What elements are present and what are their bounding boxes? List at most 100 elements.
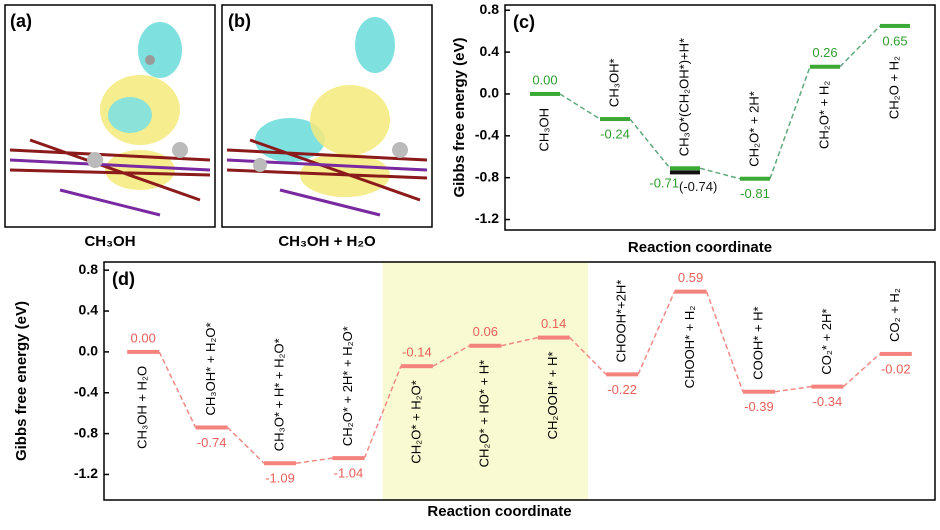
plot-frame (103, 261, 936, 501)
connector (774, 385, 812, 393)
atom (145, 55, 155, 65)
energy-level (264, 461, 297, 466)
energy-level (740, 176, 770, 181)
category-label: CH₂O* + 2H* + H₂O* (340, 326, 355, 446)
connector (637, 291, 676, 375)
connector (629, 118, 671, 169)
category-label: CO₂ + H₂ (887, 288, 902, 342)
energy-level (810, 64, 840, 69)
value-label: 0.00 (532, 72, 557, 87)
value-label: -0.02 (881, 361, 911, 376)
energy-level (670, 166, 700, 171)
value-label: -0.39 (744, 399, 774, 414)
energy-level (879, 351, 912, 356)
y-tick-label: 0.8 (480, 1, 500, 17)
y-tick-label: -0.4 (74, 383, 98, 399)
category-label: CH₃O* + H* + H₂O* (271, 338, 286, 451)
value-label: -0.24 (600, 127, 630, 142)
category-label: CH₂O* + HO* + H* (477, 360, 492, 468)
y-tick-label: 0.0 (79, 343, 99, 359)
density-blob (138, 22, 182, 78)
x-axis-title: Reaction coordinate (427, 503, 571, 520)
y-tick-label: -0.8 (74, 424, 98, 440)
lattice (9, 158, 211, 217)
alt-value-label: (-0.74) (679, 179, 717, 194)
connector (227, 426, 265, 464)
category-label: CH₂OOH* + H* (545, 352, 560, 440)
category-label: CH₂O* + H₂O* (408, 380, 423, 463)
connector (559, 93, 601, 120)
value-label: 0.65 (882, 33, 907, 48)
y-tick-label: 0.4 (79, 302, 99, 318)
atom (87, 152, 103, 168)
category-label: CHOOH*+2H* (614, 280, 629, 363)
category-label: CH₃OH* (606, 58, 621, 107)
panel-label: (d) (112, 269, 135, 289)
value-label: -0.81 (740, 186, 770, 201)
energy-level (880, 23, 910, 28)
lattice (9, 138, 211, 202)
y-axis-title: Gibbs free energy (eV) (13, 301, 30, 461)
connector (569, 337, 607, 375)
connector (769, 66, 811, 179)
panel-b: (b) CH₃OH + H₂O (221, 4, 433, 250)
density-blob (355, 17, 395, 73)
value-label: 0.06 (473, 324, 498, 339)
energy-level (195, 425, 228, 430)
energy-level (530, 91, 560, 96)
category-label: CH₂O + H₂ (886, 56, 901, 119)
connector (363, 365, 402, 459)
y-tick-label: -1.2 (475, 210, 499, 226)
atom (172, 142, 188, 158)
energy-level (742, 389, 775, 394)
value-label: -0.74 (197, 435, 227, 450)
energy-level-alt (670, 170, 700, 175)
value-label: -1.09 (265, 471, 295, 486)
connector (432, 345, 470, 367)
connector (839, 25, 881, 68)
category-label: COOH* + H* (750, 306, 765, 379)
density-blob (108, 97, 152, 133)
connector (842, 353, 881, 388)
energy-level (127, 349, 160, 354)
panel-caption: CH₃OH + H₂O (278, 233, 376, 250)
category-label: CH₃OH + H₂O (135, 366, 150, 449)
category-label: CH₂O* + H₂ (816, 81, 831, 149)
energy-level (606, 372, 639, 377)
category-label: CHOOH* + H₂ (682, 306, 697, 389)
density-blob (105, 150, 175, 190)
panel-label: (c) (513, 12, 535, 32)
y-tick-label: 0.8 (79, 261, 99, 277)
connector (295, 457, 333, 464)
value-label: -0.22 (607, 382, 637, 397)
x-axis-title: Reaction coordinate (628, 239, 772, 256)
y-tick-label: -0.4 (475, 127, 499, 143)
value-label: -0.34 (813, 394, 843, 409)
panel-caption: CH₃OH (84, 233, 135, 250)
category-label: CH₃OH* + H₂O* (203, 322, 218, 415)
density-blob (310, 85, 390, 155)
connector (705, 291, 744, 392)
energy-level (332, 456, 365, 461)
value-label: -0.14 (402, 345, 432, 360)
category-label: CO₂* + 2H* (819, 309, 834, 375)
value-label: 0.14 (541, 316, 566, 331)
connector (158, 351, 197, 428)
value-label: 0.59 (678, 270, 703, 285)
y-axis-title: Gibbs free energy (eV) (451, 37, 468, 197)
y-tick-label: -0.8 (475, 168, 499, 184)
value-label: -0.71 (649, 176, 679, 191)
energy-level (469, 343, 502, 348)
value-label: -1.04 (334, 466, 364, 481)
panel-label: (a) (10, 11, 32, 31)
connector (501, 336, 538, 347)
y-tick-label: 0.0 (480, 85, 500, 101)
atom (392, 142, 408, 158)
energy-level (537, 335, 570, 340)
connector (699, 167, 741, 180)
panel-label: (b) (228, 11, 251, 31)
energy-level (600, 117, 630, 122)
panel-a: (a) CH₃OH (4, 4, 216, 250)
energy-level (400, 364, 433, 369)
